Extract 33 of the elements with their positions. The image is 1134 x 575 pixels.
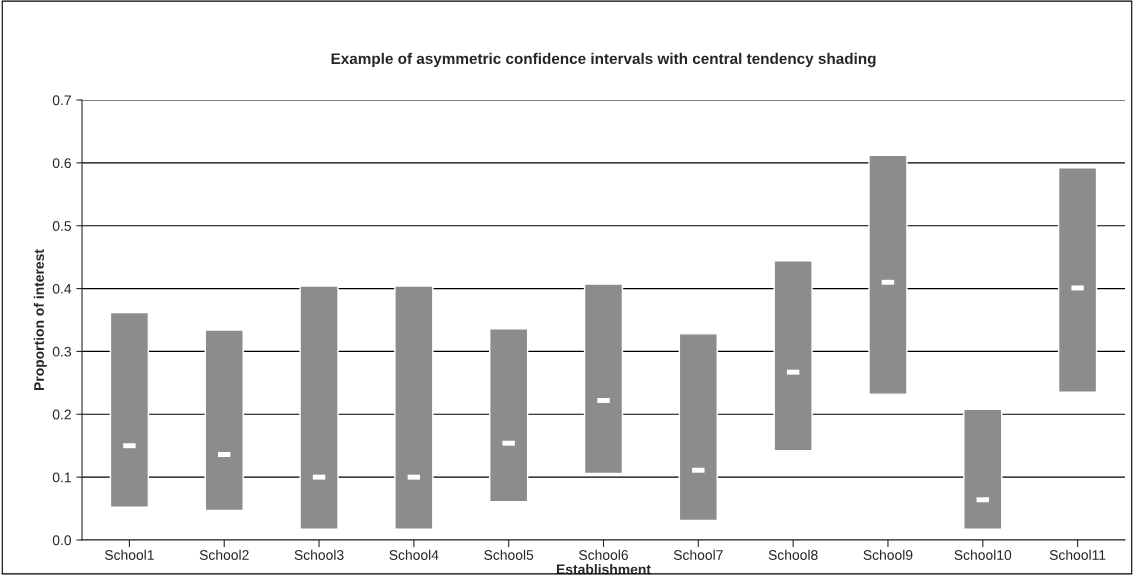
bar — [394, 285, 434, 531]
x-tick-label: School10 — [954, 549, 1012, 560]
x-tick-label: School9 — [863, 549, 913, 560]
y-tick-label: 0.6 — [52, 158, 71, 169]
x-tick-label: School6 — [579, 549, 628, 560]
bar — [204, 329, 244, 512]
bar — [109, 311, 150, 509]
bar — [299, 285, 339, 531]
x-tick-label: School11 — [1049, 549, 1106, 560]
y-tick-label: 0.4 — [52, 283, 72, 294]
x-tick-label: School5 — [484, 549, 534, 560]
x-tick-label: School3 — [294, 549, 344, 560]
y-tick-label: 0.0 — [52, 535, 72, 546]
bar — [868, 154, 908, 395]
y-axis-title: Proportion of interest — [33, 249, 47, 391]
bar — [773, 260, 813, 452]
chart-title: Example of asymmetric confidence intervals with central tendency shading — [331, 52, 876, 68]
x-tick-label: School2 — [199, 549, 249, 560]
x-tick-label: School1 — [104, 549, 154, 560]
y-tick-label: 0.2 — [52, 409, 71, 420]
y-tick-label: 0.3 — [52, 346, 71, 357]
bar — [963, 408, 1003, 531]
x-tick-label: School8 — [768, 549, 818, 560]
x-axis-title: Establishment — [556, 564, 651, 575]
x-tick-label: School7 — [673, 549, 723, 560]
y-tick-label: 0.7 — [52, 95, 71, 106]
bar — [583, 283, 624, 475]
bar — [489, 328, 529, 503]
bar — [678, 333, 718, 522]
y-tick-label: 0.5 — [52, 221, 71, 231]
bar — [1057, 167, 1098, 393]
x-tick-label: School4 — [389, 549, 439, 560]
y-tick-label: 0.1 — [52, 472, 71, 483]
